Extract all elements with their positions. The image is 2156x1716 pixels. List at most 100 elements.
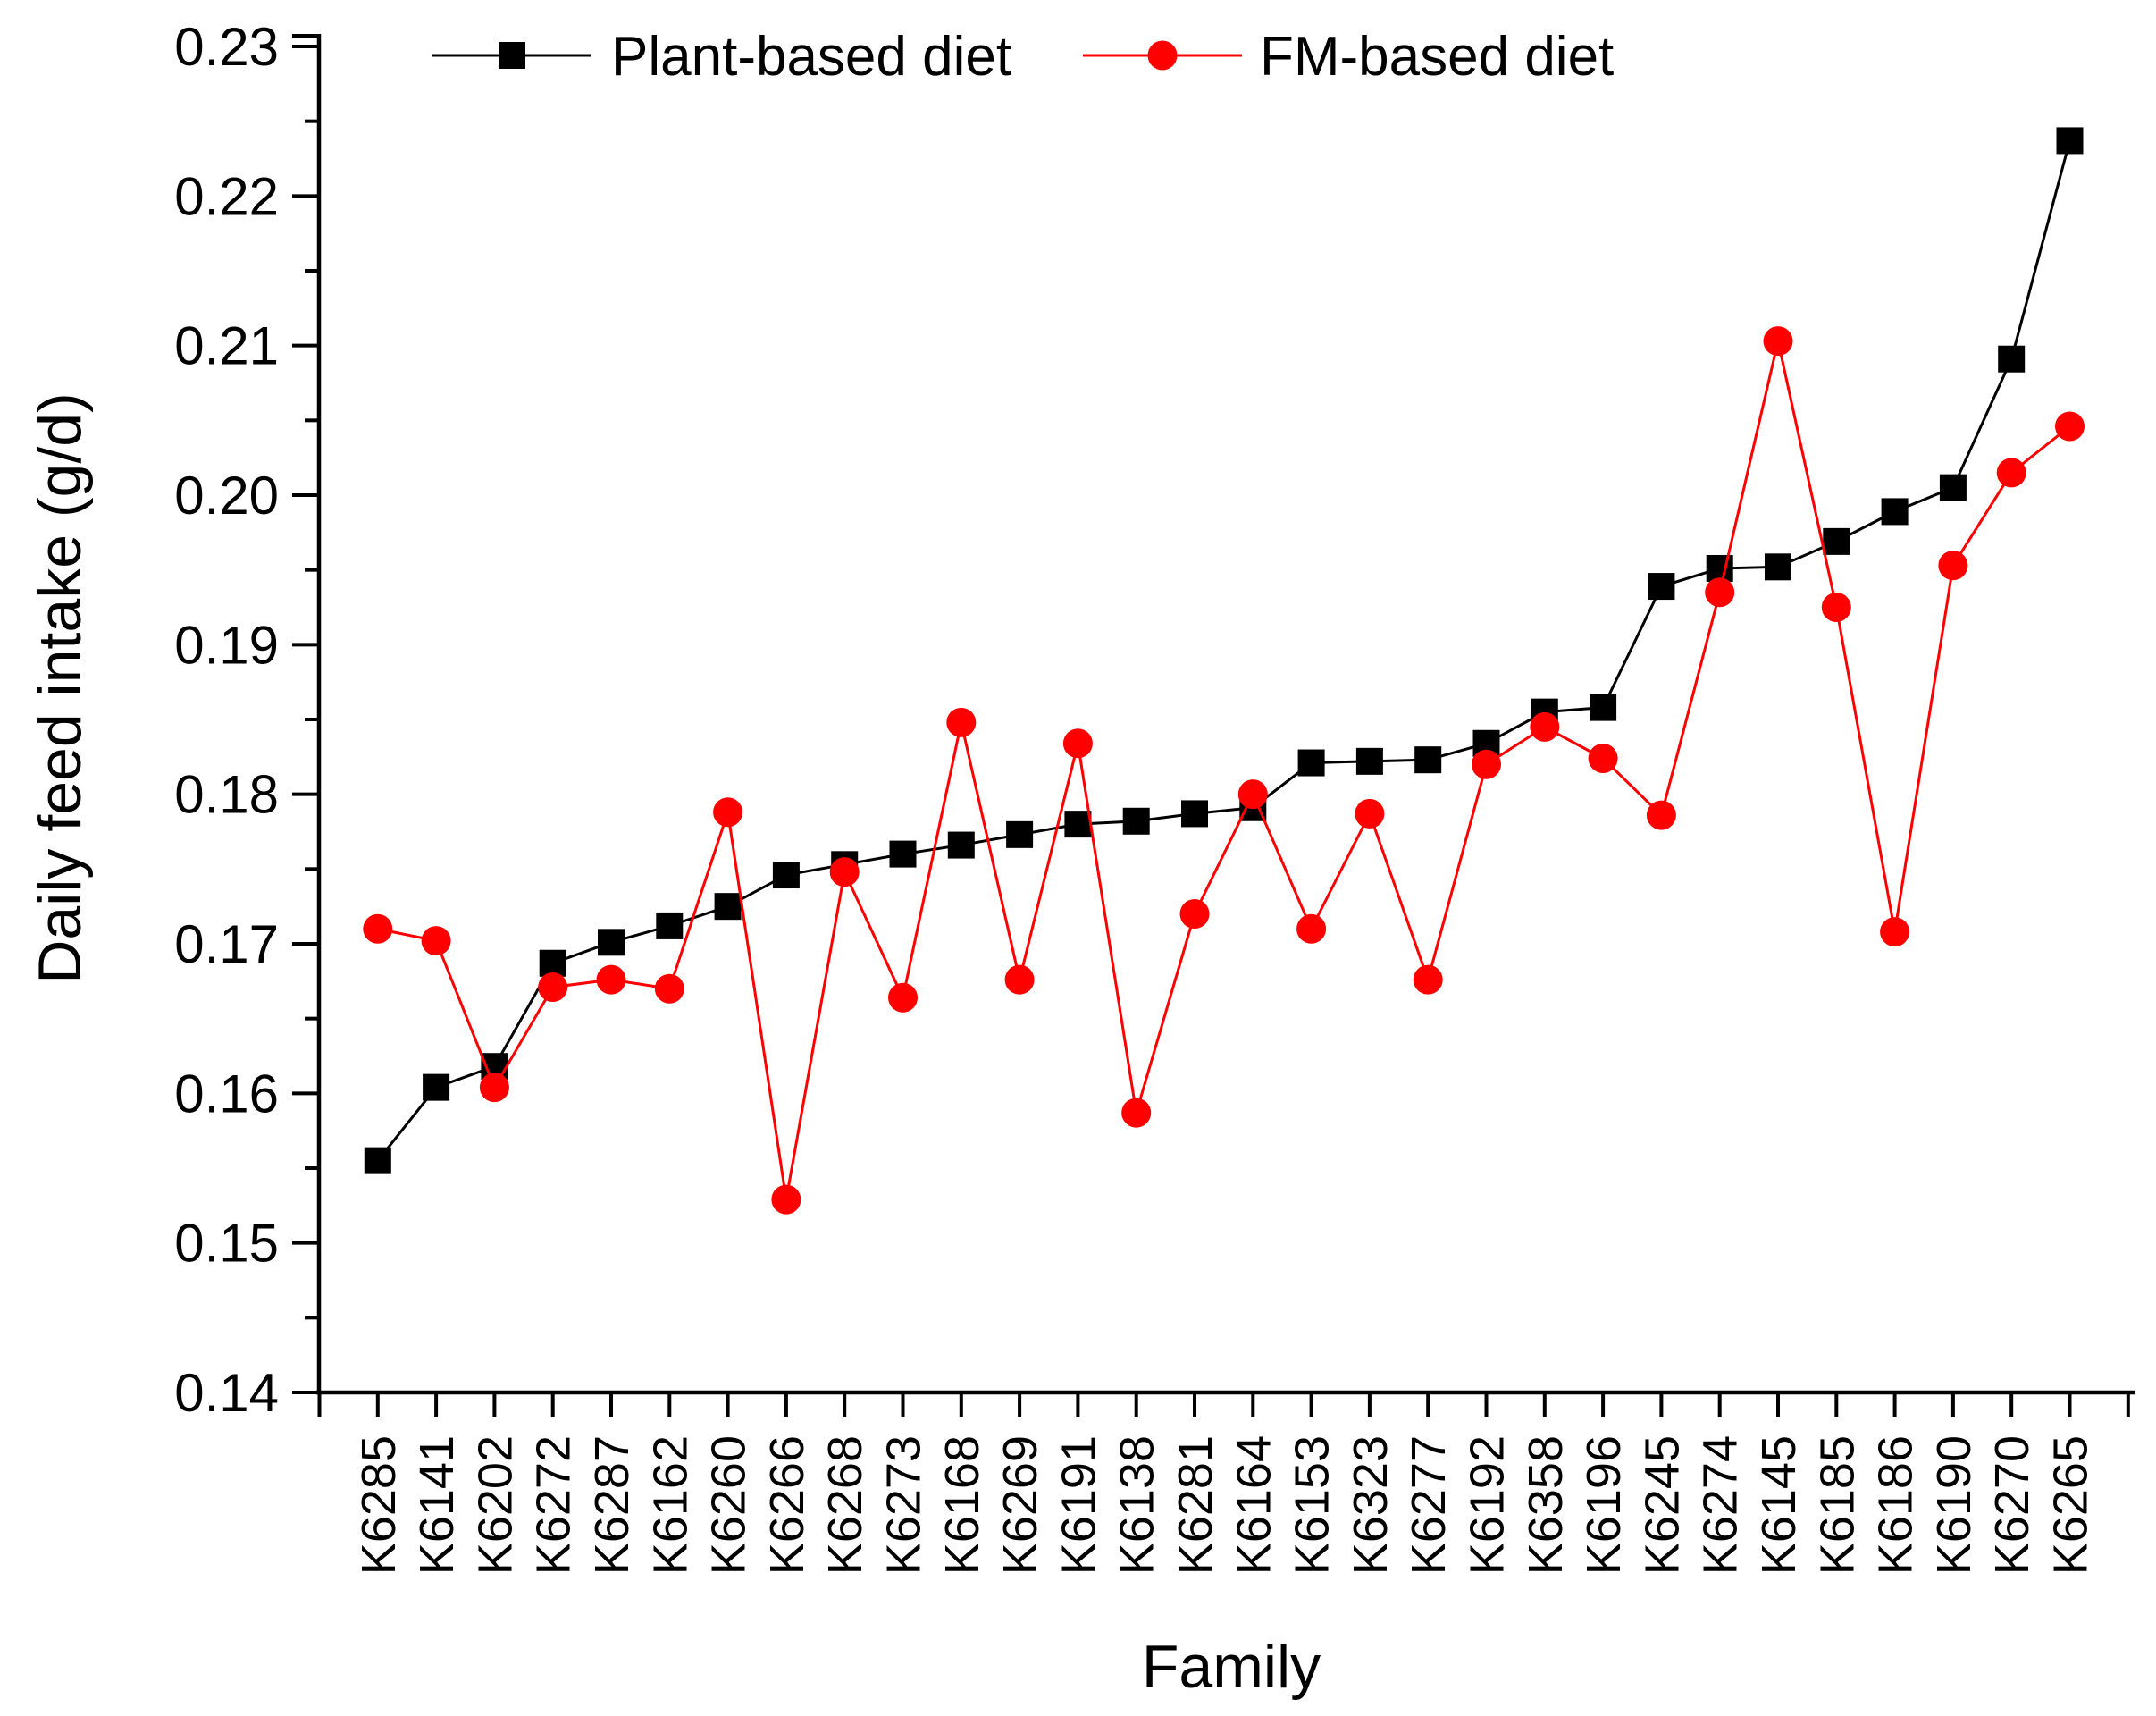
x-tick-label: K6138 [1111,1435,1164,1575]
y-tick-label: 0.18 [174,765,279,825]
x-tick-label: K6270 [1985,1435,2039,1575]
data-point-circle [713,797,743,828]
y-tick-label: 0.22 [174,166,279,226]
data-point-square [889,840,917,868]
data-point-circle [1472,749,1501,779]
data-point-circle [654,973,684,1004]
data-point-circle [888,982,918,1013]
data-point-circle [1004,964,1035,995]
legend-label-plant: Plant-based diet [611,26,1011,88]
data-point-circle [596,964,626,995]
data-point-square [598,929,625,956]
x-tick-label: K6268 [818,1435,872,1575]
x-tick-label: K6186 [1869,1435,1923,1575]
data-point-square [539,949,566,977]
legend-label-fm: FM-based diet [1260,26,1614,88]
x-tick-label: K6145 [1752,1435,1806,1575]
data-point-circle [2055,411,2085,442]
y-tick-label: 0.19 [174,615,279,675]
data-point-circle [1996,458,2026,488]
x-tick-label: K6273 [877,1435,931,1575]
x-tick-label: K6202 [468,1435,522,1575]
data-point-square [1355,747,1383,775]
data-point-circle [1355,798,1385,829]
x-tick-label: K6168 [935,1435,989,1575]
x-tick-label: K6265 [2044,1435,2098,1575]
y-tick-label: 0.16 [174,1064,279,1123]
x-tick-label: K6285 [352,1435,406,1575]
data-point-square [1939,474,1967,501]
legend-circle-marker-fm [1147,40,1178,71]
x-tick-label: K6269 [994,1435,1047,1575]
data-point-circle [421,926,451,956]
data-point-circle [363,913,393,944]
data-point-square [1881,498,1909,526]
legend: Plant-based diet FM-based diet [432,26,1614,88]
x-tick-label: K6185 [1810,1435,1864,1575]
x-tick-label: K6196 [1577,1435,1631,1575]
y-axis-title: Daily feed intake (g/d) [26,392,94,983]
data-point-circle [1588,744,1618,774]
data-point-circle [1646,800,1676,830]
x-tick-label: K6287 [585,1435,639,1575]
y-tick-label: 0.20 [174,466,279,526]
x-tick-label: K6281 [1169,1435,1222,1575]
x-tick-label: K6192 [1461,1435,1514,1575]
series-line-fm [377,341,2071,1200]
x-axis-title: Family [1142,1633,1321,1701]
data-point-circle [1938,551,1968,581]
data-point-square [1414,746,1442,774]
x-tick-label: K6323 [1344,1435,1397,1575]
data-point-square [1006,820,1034,848]
y-tick-label: 0.23 [174,17,279,77]
data-point-circle [829,857,860,887]
x-tick-label: K6245 [1635,1435,1689,1575]
data-point-square [1122,807,1150,835]
data-point-square [1823,527,1850,555]
data-point-square [1765,553,1791,581]
x-tick-label: K6190 [1927,1435,1981,1575]
data-point-circle [1821,593,1851,622]
x-tick-label: K6358 [1519,1435,1573,1575]
y-tick-label: 0.17 [174,914,279,974]
x-tick-label: K6162 [643,1435,697,1575]
data-point-square [1181,800,1208,828]
data-point-square [656,912,684,939]
data-point-circle [1763,326,1793,357]
series-layer [363,127,2085,1215]
data-point-circle [1179,899,1210,930]
data-point-square [1998,345,2026,373]
data-point-circle [1530,711,1560,742]
data-point-circle [946,707,977,737]
y-tick-label: 0.14 [174,1363,279,1423]
x-tick-label: K6164 [1227,1435,1280,1575]
data-point-square [1590,694,1617,721]
data-point-circle [771,1184,801,1215]
data-point-square [714,893,742,921]
data-point-square [2056,127,2084,155]
legend-square-marker-plant [499,42,525,69]
series-fm [363,326,2085,1215]
x-tick-label: K6266 [760,1435,814,1575]
x-tick-label: K6277 [1402,1435,1456,1575]
data-point-circle [1237,779,1268,810]
x-tick-label: K6272 [527,1435,581,1575]
y-axis: 0.14 0.15 0.16 0.17 0.18 0.19 0.20 0.21 0.22 0.23 [174,17,322,1423]
data-point-square [947,831,975,859]
series-line-plant [376,140,2071,1162]
x-tick-label: K6141 [410,1435,464,1575]
y-tick-label: 0.21 [174,316,279,376]
data-point-circle [538,972,568,1003]
data-point-circle [1121,1098,1152,1128]
y-tick-label: 0.15 [174,1214,279,1274]
x-tick-label: K6260 [702,1435,756,1575]
data-point-circle [479,1072,509,1103]
x-tick-label: K6274 [1694,1435,1748,1575]
x-tick-label: K6191 [1052,1435,1105,1575]
data-point-circle [1062,728,1093,759]
data-point-square [1648,573,1675,601]
data-point-circle [1413,964,1443,995]
data-point-circle [1296,913,1327,944]
